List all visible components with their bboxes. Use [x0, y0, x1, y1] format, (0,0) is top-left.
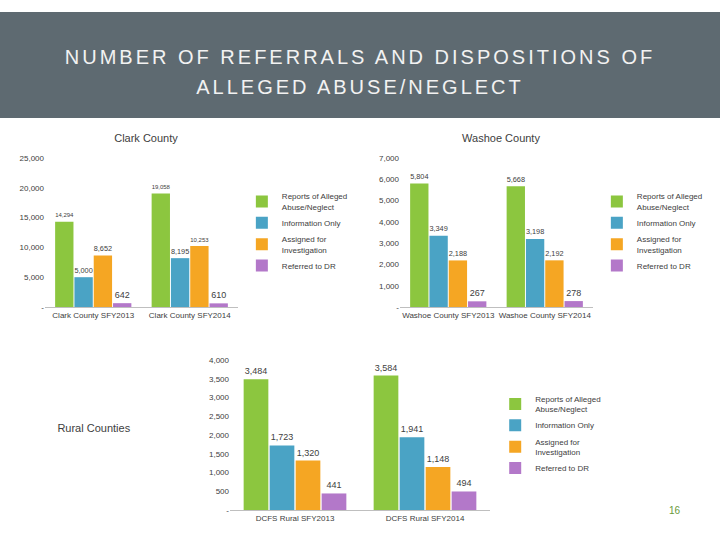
svg-text:3,349: 3,349	[429, 224, 447, 233]
svg-text:1,000: 1,000	[379, 282, 400, 291]
html-text:16: 16	[668, 505, 680, 516]
svg-text:494: 494	[456, 478, 471, 488]
svg-text:Information Only: Information Only	[637, 219, 696, 228]
svg-text:2,000: 2,000	[209, 431, 230, 440]
svg-text:-: -	[396, 303, 399, 312]
svg-text:642: 642	[115, 290, 130, 300]
svg-text:Information Only: Information Only	[535, 421, 594, 430]
svg-text:5,804: 5,804	[410, 172, 428, 181]
svg-text:Referred to DR: Referred to DR	[282, 262, 336, 271]
svg-text:278: 278	[566, 288, 581, 298]
svg-text:DCFS Rural SFY2014: DCFS Rural SFY2014	[386, 514, 465, 523]
svg-text:267: 267	[470, 288, 485, 298]
svg-text:7,000: 7,000	[379, 154, 400, 163]
svg-text:500: 500	[216, 487, 230, 496]
svg-text:1,148: 1,148	[427, 454, 450, 464]
svg-text:19,058: 19,058	[152, 184, 171, 190]
svg-text:Rural Counties: Rural Counties	[57, 422, 130, 434]
svg-text:6,000: 6,000	[379, 175, 400, 184]
svg-text:3,000: 3,000	[379, 239, 400, 248]
svg-text:8,652: 8,652	[94, 244, 112, 253]
svg-text:Assigned forInvestigation: Assigned forInvestigation	[637, 235, 682, 254]
svg-text:610: 610	[211, 290, 226, 300]
svg-text:Referred to DR: Referred to DR	[637, 262, 691, 271]
svg-text:Clark County: Clark County	[114, 132, 178, 144]
svg-text:10,000: 10,000	[20, 243, 45, 252]
svg-text:14,294: 14,294	[55, 212, 74, 218]
svg-text:8,195: 8,195	[171, 247, 189, 256]
html-text:NUMBER OF REFERRALS AND DISPOS: NUMBER OF REFERRALS AND DISPOSITIONS OF …	[64, 46, 656, 98]
svg-text:15,000: 15,000	[20, 213, 45, 222]
svg-text:5,000: 5,000	[24, 273, 45, 282]
svg-text:Washoe County: Washoe County	[462, 132, 540, 144]
svg-text:2,192: 2,192	[545, 249, 563, 258]
svg-text:Assigned forInvestigation: Assigned forInvestigation	[282, 235, 327, 254]
svg-text:Reports of AllegedAbuse/Neglec: Reports of AllegedAbuse/Neglect	[282, 192, 347, 211]
svg-text:Information Only: Information Only	[282, 219, 341, 228]
svg-text:3,500: 3,500	[209, 375, 230, 384]
svg-text:Clark County SFY2014: Clark County SFY2014	[149, 311, 231, 320]
svg-text:3,000: 3,000	[209, 393, 230, 402]
svg-text:2,500: 2,500	[209, 412, 230, 421]
svg-text:1,723: 1,723	[271, 432, 294, 442]
svg-text:3,198: 3,198	[526, 227, 544, 236]
svg-text:5,000: 5,000	[379, 196, 400, 205]
svg-text:Washoe County SFY2014: Washoe County SFY2014	[499, 311, 592, 320]
svg-text:-: -	[226, 506, 229, 515]
svg-text:2,188: 2,188	[449, 249, 467, 258]
svg-text:4,000: 4,000	[209, 356, 230, 365]
svg-text:DCFS Rural SFY2013: DCFS Rural SFY2013	[256, 514, 335, 523]
svg-text:4,000: 4,000	[379, 218, 400, 227]
svg-text:25,000: 25,000	[20, 154, 45, 163]
svg-text:Reports of AllegedAbuse/Neglec: Reports of AllegedAbuse/Neglect	[637, 192, 702, 211]
svg-text:-: -	[41, 303, 44, 312]
svg-text:5,668: 5,668	[507, 175, 525, 184]
svg-text:10,253: 10,253	[190, 237, 209, 243]
svg-text:1,320: 1,320	[297, 448, 320, 458]
svg-text:1,500: 1,500	[209, 450, 230, 459]
svg-text:Clark County SFY2013: Clark County SFY2013	[52, 311, 134, 320]
svg-text:5,000: 5,000	[74, 266, 92, 275]
svg-text:Washoe County SFY2013: Washoe County SFY2013	[402, 311, 495, 320]
svg-text:3,484: 3,484	[245, 366, 268, 376]
svg-text:441: 441	[326, 480, 341, 490]
svg-text:Referred to DR: Referred to DR	[535, 464, 589, 473]
svg-text:3,584: 3,584	[375, 363, 398, 373]
svg-text:1,000: 1,000	[209, 468, 230, 477]
svg-text:2,000: 2,000	[379, 260, 400, 269]
svg-text:Assigned forInvestigation: Assigned forInvestigation	[535, 438, 580, 457]
svg-text:20,000: 20,000	[20, 184, 45, 193]
svg-text:Reports of AllegedAbuse/Neglec: Reports of AllegedAbuse/Neglect	[535, 395, 600, 414]
svg-text:1,941: 1,941	[401, 424, 424, 434]
